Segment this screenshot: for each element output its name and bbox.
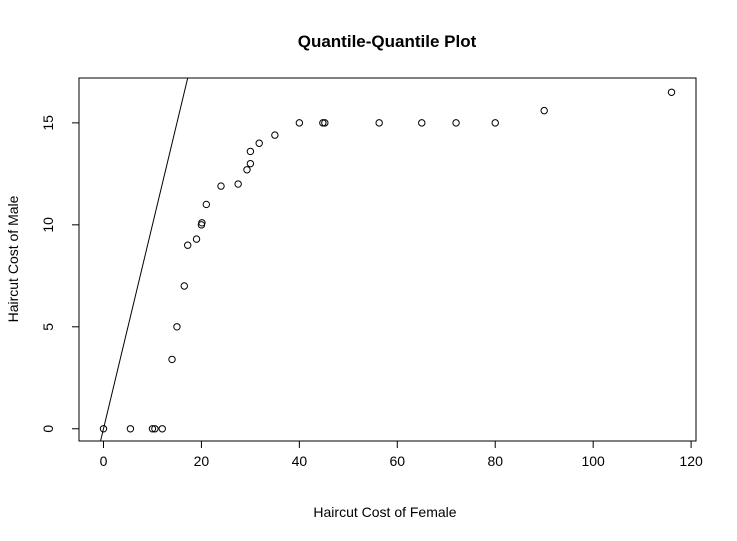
y-tick-label: 0 xyxy=(40,425,56,433)
x-tick-label: 60 xyxy=(390,453,406,469)
x-tick-label: 120 xyxy=(679,453,703,469)
y-tick-label: 10 xyxy=(40,217,56,233)
data-point xyxy=(243,166,251,174)
data-point xyxy=(184,241,192,249)
data-point xyxy=(99,425,108,433)
data-point xyxy=(667,88,676,96)
x-tick-label: 40 xyxy=(292,453,308,469)
y-tick-label: 15 xyxy=(40,115,56,131)
data-point xyxy=(173,323,181,331)
data-point xyxy=(491,119,499,127)
y-tick-label: 5 xyxy=(40,323,56,331)
data-point xyxy=(234,180,242,188)
x-axis: 0 20 40 60 80 100 120 xyxy=(100,440,703,469)
data-point xyxy=(418,119,426,127)
data-point xyxy=(271,131,279,139)
data-point xyxy=(375,119,383,127)
data-point xyxy=(180,282,188,290)
x-tick-label: 100 xyxy=(581,453,605,469)
data-point xyxy=(540,106,548,115)
x-tick-label: 0 xyxy=(100,453,108,469)
data-point xyxy=(321,119,329,127)
data-point xyxy=(217,182,225,190)
data-point xyxy=(148,425,157,433)
data-point xyxy=(198,219,206,227)
data-point xyxy=(168,355,176,364)
data-point xyxy=(158,425,166,433)
y-axis: 0 5 10 15 xyxy=(40,115,80,433)
data-point xyxy=(295,119,304,127)
data-point xyxy=(202,200,211,209)
plot-frame xyxy=(78,77,697,442)
reference-line xyxy=(100,78,189,441)
y-axis-label: Haircut Cost of Male xyxy=(5,195,21,322)
data-point xyxy=(192,235,201,243)
data-point xyxy=(452,119,460,127)
data-point xyxy=(126,425,135,433)
reference-line-layer xyxy=(100,78,189,441)
x-axis-label: Haircut Cost of Female xyxy=(313,504,456,520)
points-layer xyxy=(99,88,676,433)
data-point xyxy=(255,139,263,147)
data-point xyxy=(151,425,159,433)
chart-title: Quantile-Quantile Plot xyxy=(298,32,477,51)
data-point xyxy=(246,147,255,156)
data-point xyxy=(319,119,327,127)
x-tick-label: 80 xyxy=(487,453,503,469)
x-tick-label: 20 xyxy=(194,453,210,469)
data-point xyxy=(246,159,255,168)
